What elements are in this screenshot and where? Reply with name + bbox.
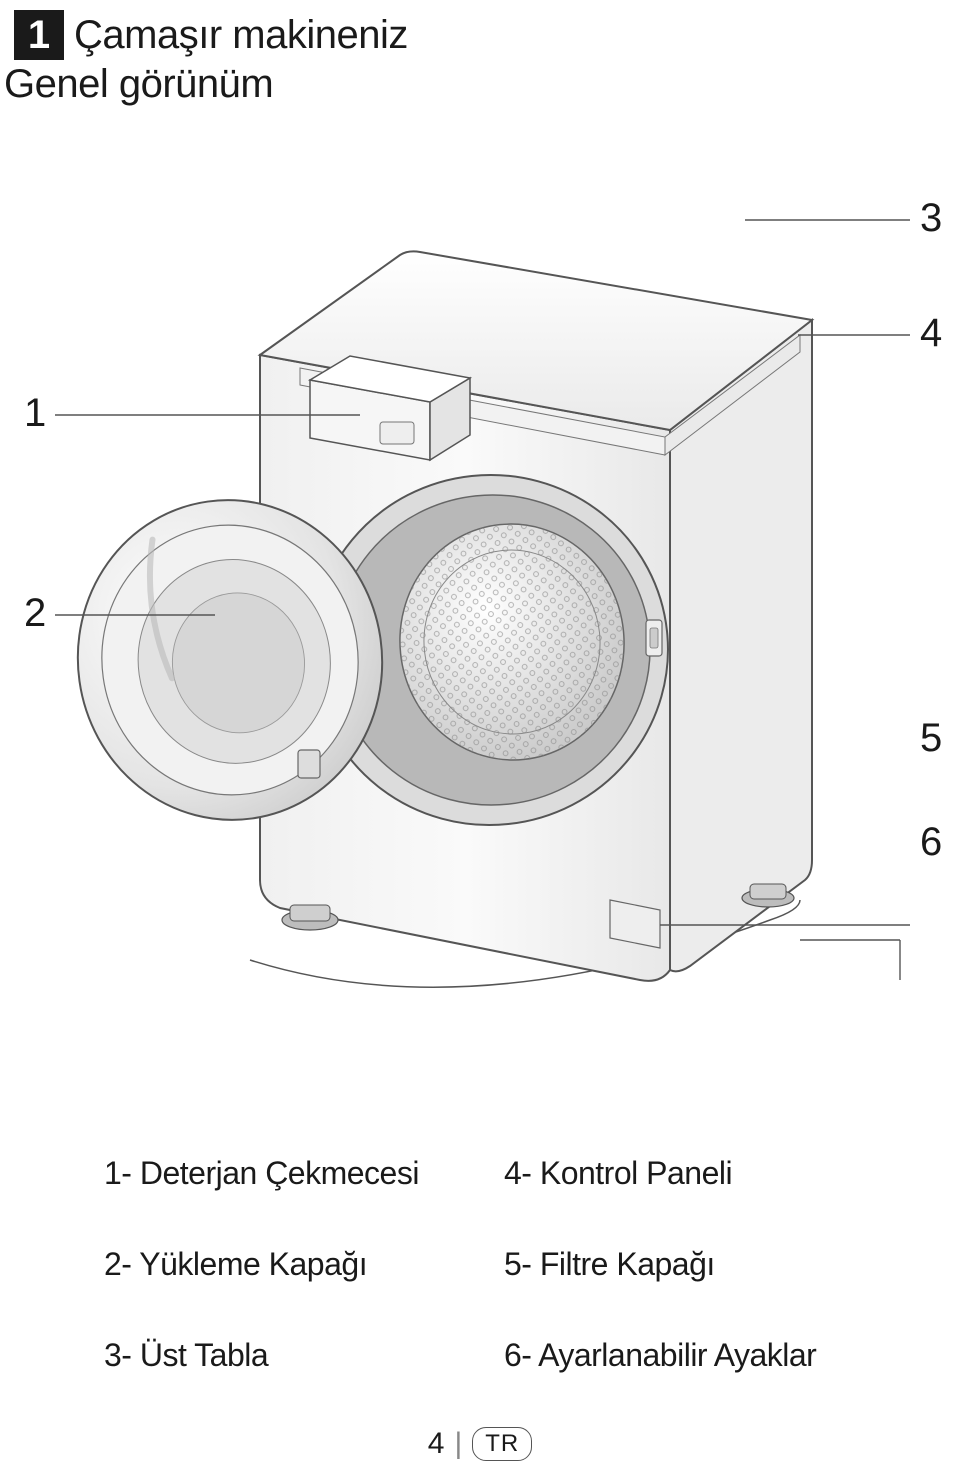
legend-item: 1- Deterjan Çekmecesi bbox=[104, 1155, 484, 1192]
legend-item: 3- Üst Tabla bbox=[104, 1337, 484, 1374]
callout-2: 2 bbox=[24, 591, 46, 636]
header: 1 Çamaşır makineniz bbox=[14, 10, 408, 60]
section-title: Çamaşır makineniz bbox=[74, 13, 408, 58]
callout-1: 1 bbox=[24, 391, 46, 436]
callout-6: 6 bbox=[920, 820, 942, 865]
legend-item: 4- Kontrol Paneli bbox=[504, 1155, 816, 1192]
legend-col-right: 4- Kontrol Paneli 5- Filtre Kapağı 6- Ay… bbox=[504, 1155, 816, 1374]
callout-5: 5 bbox=[920, 716, 942, 761]
callout-4: 4 bbox=[920, 311, 942, 356]
washing-machine-diagram: 1 2 3 4 5 6 bbox=[0, 160, 960, 1020]
legend-col-left: 1- Deterjan Çekmecesi 2- Yükleme Kapağı … bbox=[104, 1155, 484, 1374]
legend: 1- Deterjan Çekmecesi 2- Yükleme Kapağı … bbox=[0, 1155, 960, 1374]
callout-3: 3 bbox=[920, 196, 942, 241]
section-number-badge: 1 bbox=[14, 10, 64, 60]
subtitle: Genel görünüm bbox=[4, 62, 273, 107]
footer: 4 | TR bbox=[0, 1427, 960, 1461]
legend-item: 2- Yükleme Kapağı bbox=[104, 1246, 484, 1283]
language-badge: TR bbox=[472, 1427, 532, 1461]
page-divider: | bbox=[454, 1427, 462, 1461]
legend-item: 5- Filtre Kapağı bbox=[504, 1246, 816, 1283]
page-number: 4 bbox=[428, 1427, 445, 1461]
legend-item: 6- Ayarlanabilir Ayaklar bbox=[504, 1337, 816, 1374]
